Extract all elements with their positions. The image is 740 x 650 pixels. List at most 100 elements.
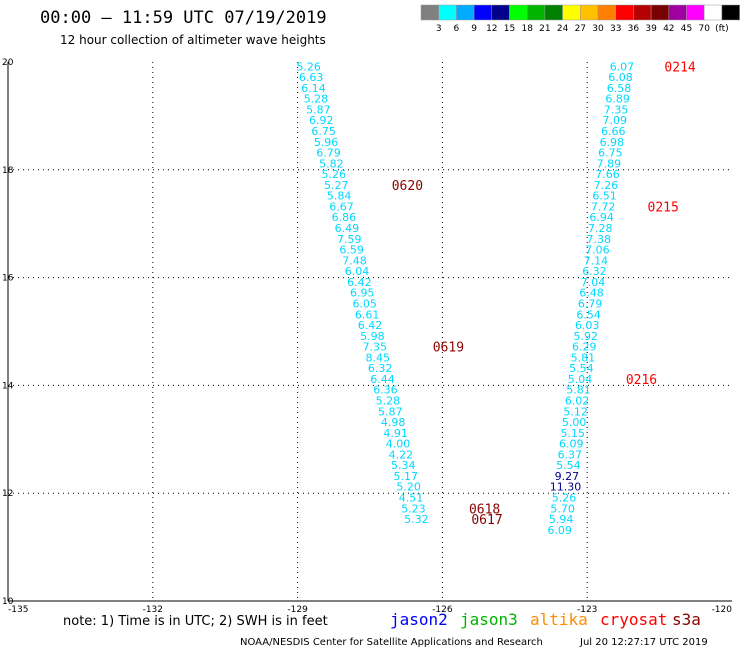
wave-height-label: 6.89 [605,93,630,106]
wave-height-label: 6.94 [589,211,614,224]
pass-time-label: 0214 [664,60,695,75]
wave-height-label: 4.91 [383,427,408,440]
color-scale-swatch [686,4,705,21]
wave-height-label: 5.20 [396,481,421,494]
color-scale-label: 42 [663,24,674,34]
color-scale-label: 21 [539,24,550,34]
satellite-legend: jason2 jason3 altika cryosat s3a [390,610,701,629]
wave-height-label: 7.35 [363,341,388,354]
wave-height-label: 6.48 [579,287,604,300]
pass-time-label: 0215 [648,200,679,215]
wave-height-label: 6.14 [301,82,326,95]
wave-height-label: 6.51 [592,190,617,203]
y-tick-label: 16 [2,274,14,284]
color-scale-label: 24 [557,24,569,34]
color-scale-swatch [456,4,475,21]
color-scale-label: 70 [698,24,710,34]
chart-title: 00:00 – 11:59 UTC 07/19/2019 [40,8,327,28]
wave-height-label: 6.79 [316,147,341,160]
color-scale-label: 12 [486,24,497,34]
pass-time-label: 0619 [433,341,464,356]
wave-height-label: 5.27 [324,179,349,192]
color-scale-label: 9 [471,24,477,34]
y-tick-label: 10 [2,597,14,607]
wave-height-label: 6.75 [311,125,336,138]
x-tick-label: -135 [8,605,28,615]
color-scale-swatch [526,4,546,21]
color-scale-swatch [420,4,439,21]
wave-height-label: 5.81 [571,351,596,364]
wave-height-label: 6.02 [565,394,590,407]
color-scale-label: 30 [592,24,604,34]
wave-height-label: 5.32 [404,513,429,526]
wave-height-label: 5.28 [304,93,329,106]
wave-height-label: 11.30 [550,481,582,494]
color-scale-label: 33 [610,24,621,34]
wave-height-label: 5.92 [574,330,599,343]
wave-height-label: 6.36 [373,384,398,397]
wave-height-label: 5.00 [562,416,587,429]
color-scale-swatch [633,4,652,21]
pass-time-label: 0618 [469,502,500,517]
wave-height-label: 5.26 [296,60,321,73]
wave-height-label: 5.84 [327,190,352,203]
wave-height-label: 5.28 [376,394,401,407]
wave-height-label: 6.05 [352,297,377,310]
wave-height-label: 6.29 [572,341,597,354]
legend-cryosat: cryosat [600,610,667,629]
color-scale-swatch [650,4,670,21]
wave-height-label: 9.27 [555,470,580,483]
color-scale-label: 39 [645,24,657,34]
color-scale-label: 36 [628,24,640,34]
color-scale-legend: 3 6 9 12 15 18 21 24 27 30 33 36 39 42 45 70 (ft) [420,4,740,34]
wave-height-label: 5.12 [563,405,588,418]
wave-height-label: 7.66 [595,168,620,181]
wave-height-label: 6.66 [601,125,626,138]
wave-height-label: 5.87 [306,103,331,116]
wave-height-label: 8.45 [365,351,390,364]
footer-credit: NOAA/NESDIS Center for Satellite Applica… [240,637,543,648]
color-scale-swatch [721,4,740,21]
color-scale-swatch [509,4,528,21]
wave-height-label: 7.28 [588,222,613,235]
wave-height-label: 6.44 [370,373,395,386]
wave-height-label: 6.54 [576,308,601,321]
color-scale-swatch [438,4,457,21]
wave-height-label: 5.94 [549,513,574,526]
wave-height-label: 6.32 [368,362,393,375]
wave-height-label: 6.49 [335,222,360,235]
footer-note: note: 1) Time is in UTC; 2) SWH is in fe… [63,614,328,629]
color-scale-label: 6 [454,24,460,34]
x-tick-label: -132 [143,605,163,615]
wave-height-label: 5.34 [391,459,416,472]
wave-height-label: 5.04 [568,373,593,386]
wave-height-label: 6.59 [339,244,364,257]
wave-height-label: 6.08 [608,71,633,84]
pass-time-label: 0216 [626,373,657,388]
wave-height-label: 5.96 [314,136,339,149]
wave-height-label: 5.15 [560,427,585,440]
wave-height-label: 6.42 [347,276,372,289]
wave-height-label: 5.87 [378,405,403,418]
color-scale-swatch [703,4,723,21]
color-scale-swatch [562,4,581,21]
color-scale-label: 27 [575,24,586,34]
color-scale-swatch [491,4,510,21]
wave-height-label: 6.04 [345,265,370,278]
wave-height-label: 6.75 [598,147,623,160]
wave-height-label: 6.63 [299,71,324,84]
wave-height-label: 6.67 [329,200,354,213]
axis-ticks: -135 -132 -129 -126 -123 -120 10 12 14 16 18 20 [2,58,732,615]
wave-height-label: 5.26 [322,168,347,181]
wave-height-label: 7.04 [581,276,606,289]
legend-jason3: jason3 [460,610,518,629]
legend-jason2: jason2 [390,610,448,629]
color-scale-swatch [668,4,687,21]
wave-height-label: 5.98 [360,330,385,343]
wave-height-label: 6.09 [547,524,572,537]
wave-height-label: 7.06 [585,244,610,257]
wave-height-label: 4.00 [386,438,411,451]
wave-height-label: 6.07 [610,60,635,73]
pass-time-label: 0620 [392,179,423,194]
color-scale-label: 45 [681,24,692,34]
